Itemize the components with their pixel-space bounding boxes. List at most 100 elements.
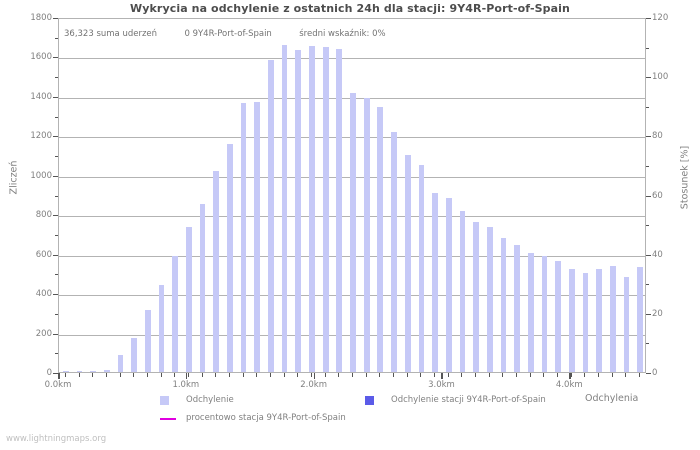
x-axis-major-tick [441, 373, 443, 379]
legend-label: procentowo stacja 9Y4R-Port-of-Spain [186, 413, 346, 423]
y-axis-left-tick [53, 57, 58, 59]
x-axis-tick [461, 373, 463, 377]
annotation-station-strokes: 0 9Y4R-Port-of-Spain [184, 29, 272, 39]
y-axis-left-minor-tick [55, 156, 58, 158]
y-axis-left-labels: 0 200 400 600 800 1000 1200 1400 1600 1800 [0, 13, 52, 378]
y-axis-right-ticks [646, 18, 652, 374]
bar [240, 102, 247, 372]
x-axis-major-tick [313, 373, 316, 379]
bar [445, 198, 452, 372]
bar [568, 269, 575, 372]
x-axis-tick [434, 373, 436, 377]
y-axis-left-minor-tick [55, 77, 58, 79]
y-axis-left-tick [53, 136, 58, 138]
y-axis-right-tick-label: 60 [652, 190, 663, 201]
x-axis-tick [543, 373, 545, 377]
y-axis-left-tick [53, 373, 58, 374]
y-axis-left-tick-label: 0 [46, 368, 52, 378]
x-axis-tick-label: 4.0km [555, 380, 583, 390]
bar [637, 266, 644, 372]
y-axis-left-tick [53, 254, 58, 256]
legend-label: Odchylenie [186, 395, 234, 405]
y-axis-left-tick [53, 96, 58, 98]
x-axis-tick [379, 373, 381, 377]
legend-label: Odchylenie stacji 9Y4R-Port-of-Spain [391, 395, 546, 405]
x-axis-tick [174, 373, 176, 377]
bar [336, 48, 343, 372]
y-axis-left-tick-label: 600 [35, 249, 52, 260]
annotation-average-ratio: średni wskaźnik: 0% [299, 29, 386, 39]
y-axis-left-tick-label: 400 [35, 289, 52, 300]
annotation-total-strokes: 36,323 suma uderzeń [64, 29, 158, 39]
x-axis-tick-label: 3.0km [428, 380, 455, 390]
bar [295, 49, 302, 372]
bar [459, 211, 466, 372]
y-axis-left-minor-tick [55, 274, 58, 276]
bar [62, 371, 69, 372]
y-axis-right-tick [646, 195, 651, 197]
bar [227, 144, 233, 372]
bar [527, 252, 534, 372]
y-axis-left-ticks [52, 18, 58, 374]
y-axis-left-minor-tick [55, 37, 58, 39]
bar [90, 370, 97, 372]
x-axis-tick [215, 373, 217, 377]
y-axis-left-tick-label: 1800 [30, 13, 52, 23]
x-axis-tick [639, 373, 641, 377]
bar [76, 371, 83, 372]
y-axis-left-minor-tick [55, 195, 58, 197]
bar [309, 45, 315, 372]
y-axis-left-minor-tick [55, 353, 58, 355]
x-axis-tick [146, 373, 148, 377]
x-axis-tick [324, 373, 326, 377]
x-axis-tick [625, 373, 627, 377]
y-axis-left-tick-label: 800 [35, 210, 52, 221]
bar [500, 237, 507, 372]
bar [377, 106, 384, 372]
y-axis-right-tick-label: 120 [652, 13, 669, 23]
y-axis-left-tick-label: 1000 [30, 170, 52, 181]
x-axis-tick [529, 373, 531, 377]
x-axis-tick [557, 373, 559, 377]
y-axis-right-tick [646, 18, 651, 19]
x-axis-tick [570, 373, 572, 377]
bar [541, 255, 548, 372]
x-axis-tick-label: 1.0km [172, 380, 200, 390]
y-axis-right-tick-label: 100 [652, 72, 669, 83]
site-watermark: www.lightningmaps.org [6, 434, 107, 444]
x-axis-tick [598, 373, 600, 377]
bar [582, 273, 589, 372]
y-axis-right-minor-tick [646, 106, 649, 108]
chart-legend: Odchylenie Odchylenie stacji 9Y4R-Port-of… [0, 395, 700, 435]
y-axis-right-tick [646, 373, 651, 374]
x-axis-tick [187, 373, 189, 377]
x-axis-tick [269, 373, 271, 377]
y-axis-right-minor-tick [646, 343, 649, 345]
x-axis-title: Odchylenia [585, 393, 639, 404]
legend-swatch [365, 396, 374, 405]
y-axis-right-tick [646, 254, 651, 256]
bar [322, 46, 329, 372]
bar [609, 265, 616, 372]
x-axis-tick [502, 373, 504, 377]
x-axis-tick [447, 373, 449, 377]
x-axis-tick [105, 373, 107, 377]
y-axis-right-tick-label: 40 [652, 249, 663, 260]
x-axis-tick [297, 373, 299, 377]
bar [432, 192, 438, 372]
bar [172, 255, 179, 372]
bar [418, 164, 425, 372]
y-axis-right-tick [646, 136, 651, 138]
x-axis-tick [488, 373, 490, 377]
bar [268, 60, 274, 372]
x-axis-tick-label: 2.0km [300, 380, 328, 390]
x-axis-tick [516, 373, 518, 377]
x-axis-tick [256, 373, 258, 377]
plot-area [58, 18, 646, 373]
x-axis-tick [283, 373, 285, 377]
x-axis-tick [119, 373, 121, 377]
legend-line-marker [160, 418, 176, 420]
x-axis-tick [92, 373, 94, 377]
x-axis-tick [133, 373, 135, 377]
